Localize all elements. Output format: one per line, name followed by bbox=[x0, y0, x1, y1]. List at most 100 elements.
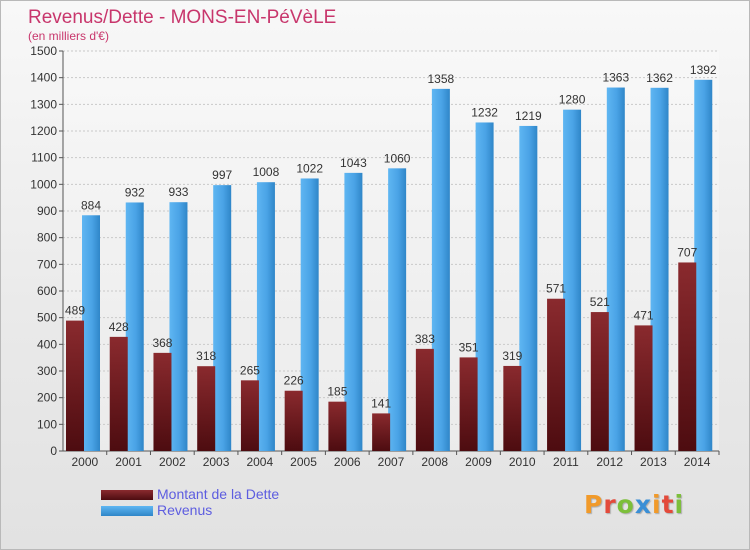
y-tick-label: 500 bbox=[37, 311, 57, 325]
x-tick-label: 2012 bbox=[596, 455, 623, 469]
data-label-dette: 521 bbox=[590, 295, 610, 309]
bar-revenus bbox=[563, 109, 582, 452]
data-label-dette: 428 bbox=[109, 320, 129, 334]
bar-dette bbox=[547, 298, 566, 451]
bar-dette bbox=[153, 352, 172, 451]
data-label-dette: 351 bbox=[459, 340, 479, 354]
data-label-dette: 707 bbox=[677, 245, 697, 259]
data-label-revenus: 884 bbox=[81, 198, 101, 212]
logo-letter: i bbox=[652, 490, 662, 519]
bar-revenus bbox=[300, 178, 319, 451]
x-tick-label: 2001 bbox=[115, 455, 142, 469]
bar-revenus bbox=[694, 79, 713, 452]
y-tick-label: 900 bbox=[37, 204, 57, 218]
x-tick-label: 2007 bbox=[378, 455, 405, 469]
x-tick-label: 2006 bbox=[334, 455, 361, 469]
y-tick-label: 400 bbox=[37, 337, 57, 351]
data-label-revenus: 1022 bbox=[296, 161, 323, 175]
data-label-dette: 226 bbox=[284, 374, 304, 388]
x-tick-label: 2014 bbox=[684, 455, 711, 469]
data-label-dette: 471 bbox=[634, 308, 654, 322]
legend-label-revenus: Revenus bbox=[157, 502, 213, 518]
bar-dette bbox=[590, 312, 609, 451]
y-tick-label: 1000 bbox=[30, 177, 57, 191]
data-label-dette: 185 bbox=[327, 385, 347, 399]
logo-letter: o bbox=[616, 490, 635, 519]
data-label-dette: 571 bbox=[546, 282, 566, 296]
bar-dette bbox=[678, 262, 697, 451]
y-tick-label: 1300 bbox=[30, 97, 57, 111]
chart-subtitle: (en milliers d'€) bbox=[28, 29, 109, 43]
bar-revenus bbox=[431, 88, 450, 451]
x-tick-label: 2005 bbox=[290, 455, 317, 469]
data-label-dette: 265 bbox=[240, 363, 260, 377]
x-tick-label: 2002 bbox=[159, 455, 186, 469]
bar-revenus bbox=[650, 87, 669, 452]
bar-revenus bbox=[519, 125, 538, 451]
data-label-revenus: 1232 bbox=[471, 105, 498, 119]
logo-letter: r bbox=[603, 490, 617, 519]
bar-dette bbox=[284, 390, 303, 451]
proxiti-logo: Proxiti bbox=[584, 490, 684, 519]
bar-layer bbox=[66, 79, 713, 452]
y-tick-label: 100 bbox=[37, 417, 57, 431]
data-label-dette: 318 bbox=[196, 349, 216, 363]
x-tick-label: 2013 bbox=[640, 455, 667, 469]
bar-dette bbox=[66, 320, 84, 451]
y-tick-label: 1100 bbox=[31, 151, 57, 165]
bar-dette bbox=[197, 366, 216, 451]
logo-letter: i bbox=[674, 490, 685, 519]
logo-letter: x bbox=[634, 490, 652, 519]
data-label-revenus: 1358 bbox=[428, 72, 455, 86]
x-tick-label: 2011 bbox=[553, 455, 579, 469]
data-label-dette: 141 bbox=[371, 396, 391, 410]
bar-dette bbox=[634, 325, 653, 451]
bar-revenus bbox=[344, 172, 363, 451]
bar-revenus bbox=[256, 182, 275, 451]
bar-revenus bbox=[82, 215, 100, 451]
bar-dette bbox=[328, 401, 347, 451]
bar-dette bbox=[372, 413, 391, 451]
data-label-revenus: 933 bbox=[168, 185, 188, 199]
y-tick-label: 1500 bbox=[30, 44, 57, 58]
bar-revenus bbox=[213, 185, 232, 451]
data-label-revenus: 1392 bbox=[690, 63, 717, 77]
chart-title: Revenus/Dette - MONS-EN-PéVèLE bbox=[28, 7, 337, 28]
y-tick-label: 600 bbox=[37, 284, 57, 298]
bar-revenus bbox=[475, 122, 494, 451]
y-tick-label: 300 bbox=[37, 364, 57, 378]
y-tick-label: 1200 bbox=[30, 124, 57, 138]
legend-swatch-revenus bbox=[101, 506, 153, 516]
data-label-revenus: 1362 bbox=[646, 71, 673, 85]
legend-swatch-dette bbox=[101, 490, 153, 500]
bar-dette bbox=[415, 348, 434, 451]
bar-dette bbox=[459, 357, 478, 451]
x-tick-label: 2009 bbox=[465, 455, 492, 469]
label-layer: 884 489 932 428 933 368 997 318 1008 265 1022 226 10… bbox=[65, 63, 717, 411]
bar-revenus bbox=[169, 202, 188, 451]
data-label-dette: 489 bbox=[65, 304, 85, 318]
x-tick-label: 2000 bbox=[72, 455, 99, 469]
data-label-revenus: 1043 bbox=[340, 156, 367, 170]
x-tick-label: 2004 bbox=[246, 455, 273, 469]
y-tick-label: 1400 bbox=[30, 71, 57, 85]
logo-letter: P bbox=[584, 490, 604, 519]
data-label-revenus: 1008 bbox=[253, 165, 280, 179]
data-label-revenus: 1219 bbox=[515, 109, 542, 123]
legend-label-dette: Montant de la Dette bbox=[157, 486, 280, 502]
bar-dette bbox=[503, 365, 522, 451]
data-label-revenus: 997 bbox=[212, 168, 232, 182]
bar-revenus bbox=[125, 202, 144, 451]
bar-revenus bbox=[606, 87, 625, 452]
bar-dette bbox=[240, 380, 259, 451]
logo-letter: t bbox=[661, 490, 675, 519]
data-label-revenus: 1363 bbox=[602, 71, 629, 85]
x-tick-label: 2008 bbox=[421, 455, 448, 469]
data-label-dette: 368 bbox=[152, 336, 172, 350]
y-tick-label: 800 bbox=[37, 231, 57, 245]
bar-revenus bbox=[388, 168, 407, 452]
x-tick-label: 2003 bbox=[203, 455, 230, 469]
data-label-revenus: 1060 bbox=[384, 151, 411, 165]
